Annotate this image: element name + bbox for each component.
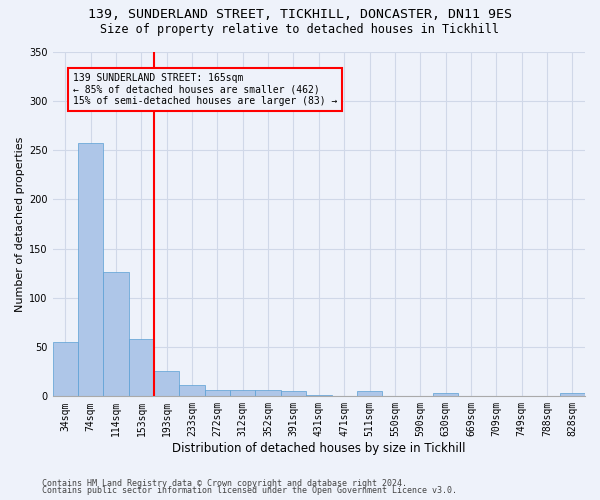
X-axis label: Distribution of detached houses by size in Tickhill: Distribution of detached houses by size … (172, 442, 466, 455)
Bar (179, 384, 205, 396)
Text: 139 SUNDERLAND STREET: 165sqm
← 85% of detached houses are smaller (462)
15% of : 139 SUNDERLAND STREET: 165sqm ← 85% of d… (73, 73, 337, 106)
Bar (154, 370, 179, 396)
Bar (53, 342, 78, 396)
Bar (205, 390, 230, 396)
Text: Contains public sector information licensed under the Open Government Licence v3: Contains public sector information licen… (42, 486, 457, 495)
Text: Contains HM Land Registry data © Crown copyright and database right 2024.: Contains HM Land Registry data © Crown c… (42, 478, 407, 488)
Bar (433, 394, 458, 396)
Y-axis label: Number of detached properties: Number of detached properties (15, 136, 25, 312)
Text: 139, SUNDERLAND STREET, TICKHILL, DONCASTER, DN11 9ES: 139, SUNDERLAND STREET, TICKHILL, DONCAS… (88, 8, 512, 20)
Bar (129, 339, 154, 396)
Bar (357, 392, 382, 396)
Bar (560, 394, 585, 396)
Text: Size of property relative to detached houses in Tickhill: Size of property relative to detached ho… (101, 22, 499, 36)
Bar (103, 272, 129, 396)
Bar (256, 390, 281, 396)
Bar (281, 392, 306, 396)
Bar (230, 390, 256, 396)
Bar (78, 143, 103, 397)
